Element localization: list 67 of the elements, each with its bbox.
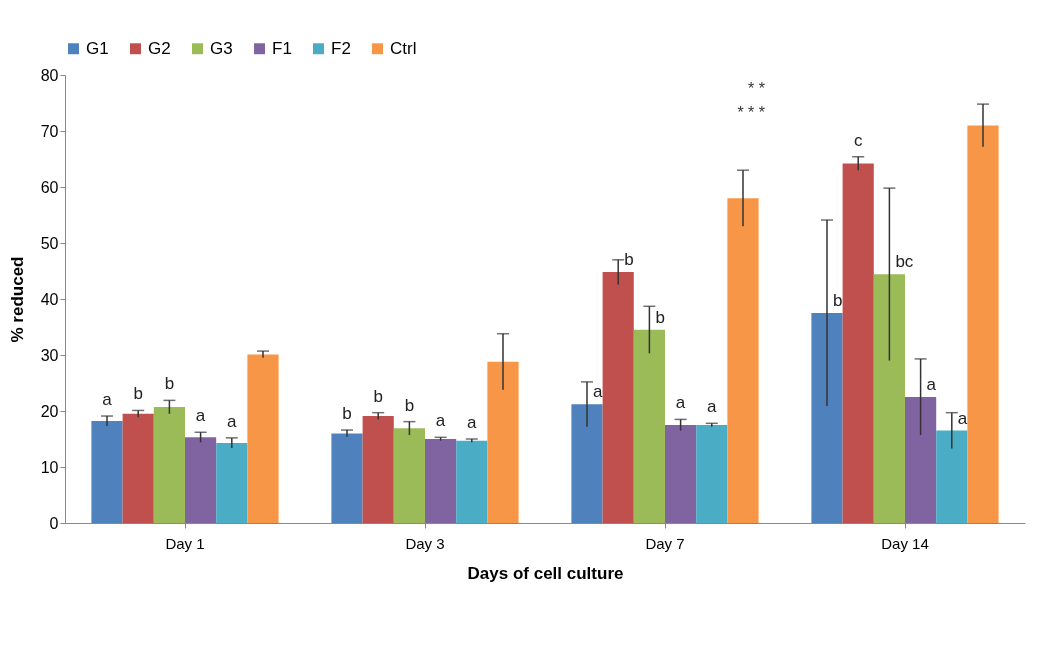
- data-label: a: [227, 411, 238, 431]
- bar: [331, 433, 363, 523]
- bar: [665, 425, 697, 523]
- bar: [185, 437, 217, 523]
- y-tick-label: 20: [40, 402, 59, 420]
- data-label: a: [195, 406, 206, 426]
- y-tick-label: 60: [40, 178, 59, 196]
- legend-label: G2: [148, 38, 171, 58]
- data-label: b: [373, 386, 383, 406]
- data-label: b: [655, 307, 665, 327]
- y-axis-title: % reduced: [7, 256, 27, 343]
- bar: [842, 163, 874, 523]
- bar: [153, 407, 185, 523]
- annotation: * * *: [737, 104, 765, 121]
- data-label: a: [707, 397, 718, 417]
- data-label: b: [624, 250, 634, 270]
- legend-label: F2: [331, 38, 351, 58]
- y-tick-label: 40: [40, 290, 59, 308]
- x-tick-label: Day 1: [165, 534, 205, 552]
- bar: [216, 442, 248, 523]
- data-label: b: [404, 395, 415, 415]
- data-label: b: [342, 404, 352, 424]
- data-label: c: [853, 130, 863, 150]
- bar: [425, 439, 457, 523]
- data-label: a: [957, 408, 968, 428]
- bar: [936, 430, 968, 523]
- bar: [967, 125, 999, 523]
- bar: [727, 198, 759, 523]
- legend-label: G3: [210, 38, 233, 58]
- data-label: b: [833, 291, 843, 310]
- data-label: a: [926, 375, 937, 394]
- x-axis-title: Days of cell culture: [467, 563, 624, 583]
- bar: [456, 440, 488, 523]
- bar: [393, 428, 425, 523]
- legend-label: F1: [272, 38, 292, 58]
- bar: [487, 361, 519, 523]
- data-label: a: [467, 413, 478, 432]
- bar: [905, 397, 937, 523]
- bar: [571, 404, 603, 523]
- data-label: a: [675, 393, 686, 413]
- bar: [122, 413, 154, 523]
- data-label: bc: [895, 252, 914, 272]
- bar: [247, 354, 279, 523]
- data-label: b: [164, 374, 175, 394]
- bar: [633, 329, 665, 523]
- data-label: b: [133, 384, 143, 404]
- bar: [873, 274, 905, 523]
- x-tick-label: Day 3: [405, 534, 445, 552]
- data-label: a: [102, 390, 113, 410]
- legend-label: Ctrl: [390, 38, 417, 58]
- annotation: * *: [748, 80, 765, 97]
- x-tick-label: Day 7: [645, 534, 685, 552]
- bar: [602, 272, 634, 523]
- y-tick-label: 10: [40, 458, 59, 476]
- bar: [362, 416, 394, 523]
- y-tick-label: 50: [40, 234, 59, 252]
- data-label: a: [593, 382, 603, 402]
- bar: [91, 421, 123, 523]
- y-tick-label: 30: [40, 346, 59, 364]
- y-tick-label: 70: [40, 122, 59, 140]
- legend-label: G1: [86, 38, 109, 58]
- data-label: a: [435, 411, 446, 431]
- y-tick-label: 80: [40, 66, 59, 84]
- bar: [696, 425, 728, 523]
- bar: [811, 313, 843, 523]
- y-tick-label: 0: [49, 514, 59, 532]
- x-tick-label: Day 14: [881, 534, 929, 552]
